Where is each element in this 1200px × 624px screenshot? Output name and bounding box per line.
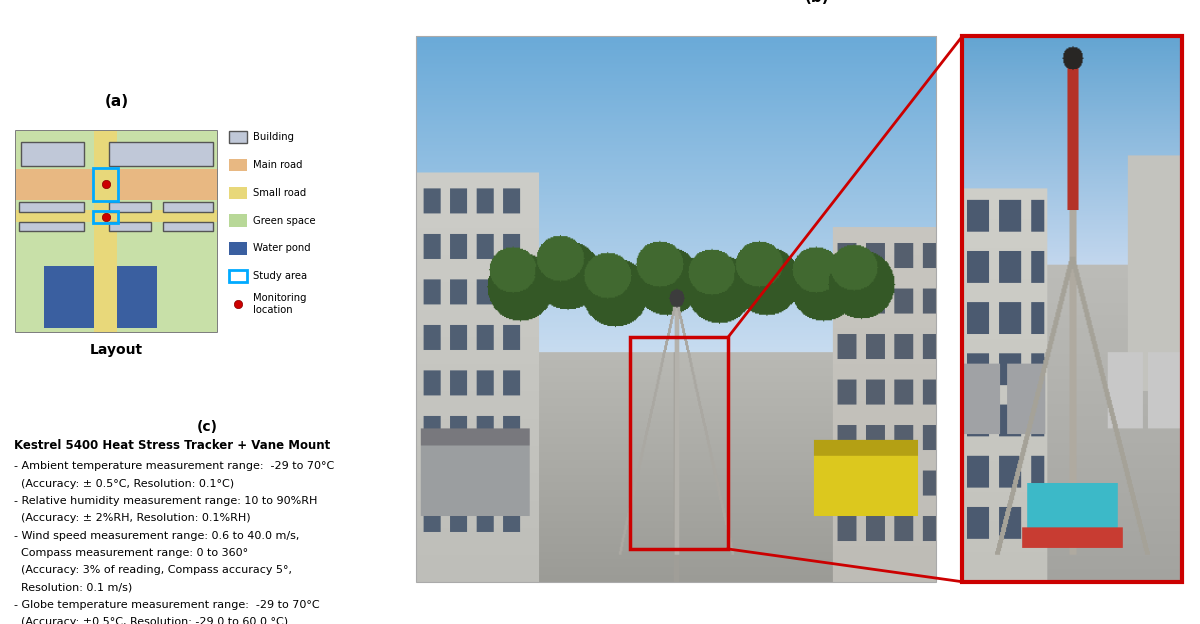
Bar — [229, 131, 247, 144]
Text: (c): (c) — [197, 420, 217, 434]
Text: - Relative humidity measurement range: 10 to 90%RH: - Relative humidity measurement range: 1… — [14, 496, 318, 506]
Bar — [163, 202, 212, 212]
Text: Monitoring
location: Monitoring location — [253, 293, 306, 314]
Text: (a): (a) — [104, 94, 128, 109]
Text: Kestrel 5400 Heat Stress Tracker + Vane Mount: Kestrel 5400 Heat Stress Tracker + Vane … — [14, 439, 330, 452]
Text: - Globe temperature measurement range:  -29 to 70°C: - Globe temperature measurement range: -… — [14, 600, 319, 610]
Text: Layout: Layout — [90, 343, 143, 357]
Bar — [94, 131, 116, 332]
Bar — [229, 214, 247, 227]
Bar — [19, 222, 84, 232]
Bar — [22, 142, 84, 166]
Bar — [630, 338, 728, 549]
Text: Study area: Study area — [253, 271, 307, 281]
Text: - Wind speed measurement range: 0.6 to 40.0 m/s,: - Wind speed measurement range: 0.6 to 4… — [14, 530, 300, 540]
Bar — [44, 266, 157, 328]
Bar — [416, 36, 936, 582]
Bar — [109, 142, 212, 166]
Bar — [962, 36, 1182, 582]
Bar — [16, 131, 217, 332]
Bar — [16, 210, 217, 222]
Text: (Accuracy: 3% of reading, Compass accuracy 5°,: (Accuracy: 3% of reading, Compass accura… — [14, 565, 292, 575]
Text: (Accuracy: ± 2%RH, Resolution: 0.1%RH): (Accuracy: ± 2%RH, Resolution: 0.1%RH) — [14, 513, 251, 523]
Text: Small road: Small road — [253, 188, 306, 198]
Bar — [16, 131, 217, 332]
Bar — [19, 202, 84, 212]
Bar — [229, 242, 247, 255]
Bar — [109, 202, 151, 212]
Text: (b): (b) — [804, 0, 829, 5]
Bar — [163, 222, 212, 232]
Text: (Accuracy: ±0.5°C, Resolution: -29.0 to 60.0 °C): (Accuracy: ±0.5°C, Resolution: -29.0 to … — [14, 617, 288, 624]
Text: Water pond: Water pond — [253, 243, 311, 253]
Bar — [229, 270, 247, 282]
Text: - Ambient temperature measurement range:  -29 to 70°C: - Ambient temperature measurement range:… — [14, 461, 335, 471]
Text: Resolution: 0.1 m/s): Resolution: 0.1 m/s) — [14, 582, 132, 592]
Bar — [16, 169, 217, 200]
Bar — [94, 168, 119, 201]
Bar — [229, 158, 247, 171]
Bar — [109, 222, 151, 232]
Bar — [229, 187, 247, 199]
Text: (Accuracy: ± 0.5°C, Resolution: 0.1°C): (Accuracy: ± 0.5°C, Resolution: 0.1°C) — [14, 479, 234, 489]
Text: Green space: Green space — [253, 215, 316, 225]
Text: Compass measurement range: 0 to 360°: Compass measurement range: 0 to 360° — [14, 548, 248, 558]
Text: Building: Building — [253, 132, 294, 142]
Bar — [94, 211, 119, 223]
Text: Main road: Main road — [253, 160, 302, 170]
